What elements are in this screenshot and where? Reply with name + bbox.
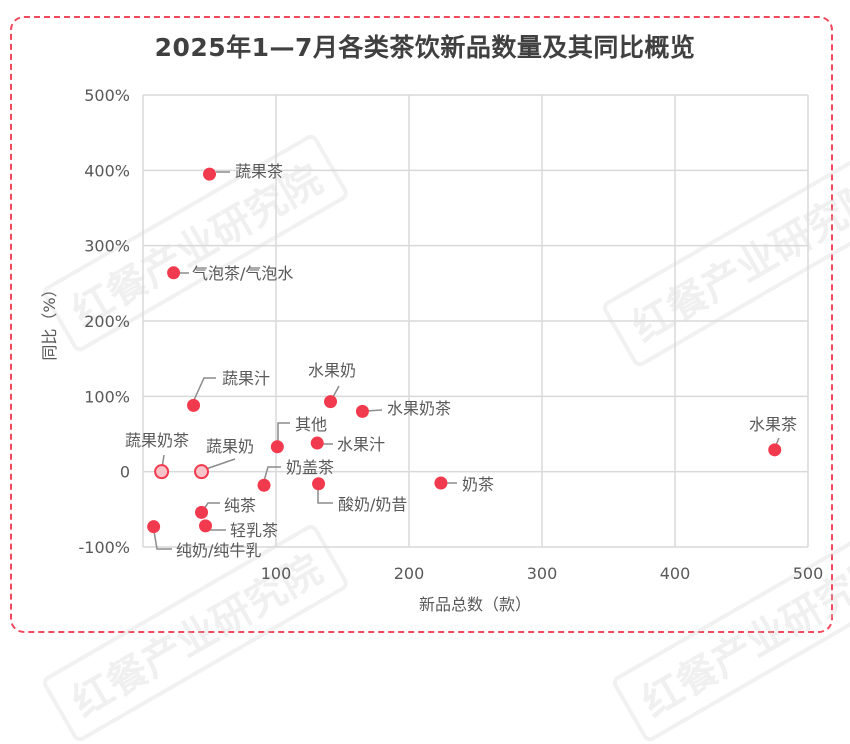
- leader-line: [263, 466, 281, 482]
- y-axis-title: 同比（%）: [40, 281, 59, 360]
- data-point[interactable]: [167, 266, 181, 280]
- x-tick-label: 400: [660, 564, 691, 583]
- leader-line: [317, 488, 333, 504]
- data-point[interactable]: [312, 477, 326, 491]
- data-point-label: 水果茶: [749, 415, 797, 434]
- data-points: [147, 167, 782, 534]
- data-point[interactable]: [324, 395, 338, 409]
- leader-line: [277, 422, 290, 441]
- y-axis-ticks: -100% 0 100% 200% 300% 400% 500%: [78, 86, 130, 557]
- data-point-label: 水果汁: [337, 435, 385, 454]
- data-point[interactable]: [434, 476, 448, 490]
- y-tick-label: 500%: [84, 86, 130, 105]
- x-tick-label: 100: [261, 564, 292, 583]
- chart-frame: [10, 16, 833, 633]
- data-point[interactable]: [147, 520, 161, 534]
- data-point[interactable]: [257, 478, 271, 492]
- x-axis-ticks: 100 200 300 400 500: [261, 564, 824, 583]
- leader-line: [332, 385, 340, 398]
- data-point-label: 蔬果奶茶: [125, 431, 189, 450]
- x-tick-label: 500: [793, 564, 824, 583]
- data-point-label: 水果奶茶: [387, 399, 451, 418]
- data-point-label: 蔬果茶: [235, 162, 283, 181]
- y-tick-label: -100%: [78, 538, 130, 557]
- data-point-label: 其他: [295, 415, 327, 434]
- data-point[interactable]: [199, 519, 213, 533]
- y-tick-label: 300%: [84, 237, 130, 256]
- y-tick-label: 400%: [84, 161, 130, 180]
- data-point[interactable]: [768, 443, 782, 457]
- data-point-label: 酸奶/奶昔: [338, 495, 407, 514]
- leader-line: [202, 458, 236, 471]
- data-point[interactable]: [355, 404, 369, 418]
- leader-line: [153, 530, 172, 550]
- data-point[interactable]: [270, 440, 284, 454]
- y-tick-label: 100%: [84, 387, 130, 406]
- data-point-label: 水果奶: [308, 361, 356, 380]
- leader-line: [193, 377, 216, 401]
- data-point[interactable]: [187, 398, 201, 412]
- data-point[interactable]: [195, 505, 209, 519]
- data-point[interactable]: [203, 167, 216, 181]
- x-axis-title: 新品总数（款）: [419, 595, 531, 614]
- scatter-plot: -100% 0 100% 200% 300% 400% 500% 100 200 300 400 5…: [40, 86, 824, 614]
- y-tick-label: 200%: [84, 312, 130, 331]
- data-point-label: 轻乳茶: [230, 521, 278, 540]
- data-point-label: 蔬果奶: [206, 437, 254, 456]
- data-point-label: 蔬果汁: [222, 369, 270, 388]
- chart-title: 2025年1—7月各类茶饮新品数量及其同比概览: [154, 33, 696, 62]
- data-point-label: 纯茶: [224, 496, 256, 515]
- data-point[interactable]: [154, 464, 170, 480]
- y-tick-label: 0: [120, 463, 130, 482]
- gridlines: [142, 94, 809, 548]
- data-point[interactable]: [310, 436, 324, 450]
- data-point-label: 奶茶: [462, 475, 494, 494]
- x-tick-label: 300: [527, 564, 558, 583]
- data-point-label: 纯奶/纯牛乳: [176, 541, 261, 560]
- leader-line: [203, 502, 220, 510]
- data-point-label: 气泡茶/气泡水: [192, 264, 293, 283]
- x-tick-label: 200: [394, 564, 425, 583]
- data-point[interactable]: [194, 464, 210, 480]
- data-point-label: 奶盖茶: [286, 458, 334, 477]
